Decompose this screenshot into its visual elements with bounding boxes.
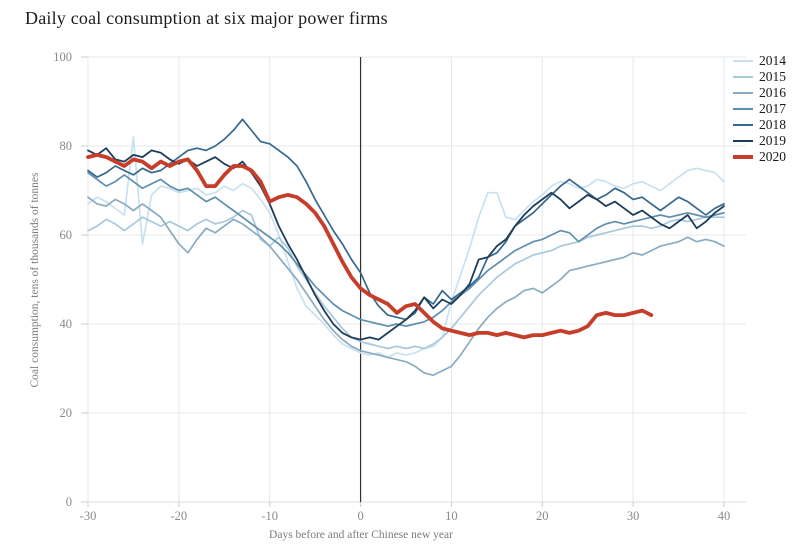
legend-swatch-2015 <box>733 76 753 78</box>
legend-item-2015: 2015 <box>733 69 786 85</box>
y-tick-label-100: 100 <box>53 50 72 64</box>
legend-label-2020: 2020 <box>759 149 786 164</box>
series-line-2018 <box>87 118 725 321</box>
legend-item-2017: 2017 <box>733 101 786 117</box>
series-line-2015 <box>87 209 725 350</box>
legend-label-2015: 2015 <box>759 69 786 84</box>
series-line-2016 <box>87 196 725 377</box>
legend: 2014 2015 2016 2017 2018 2019 2020 <box>733 53 786 165</box>
y-axis-title: Coal consumption, tens of thousands of t… <box>29 172 41 387</box>
y-tick-label-60: 60 <box>60 228 73 242</box>
tick-label-layer: -30 -20 -10 0 10 20 30 40 0 20 40 60 80 100 <box>53 50 730 523</box>
series-line-2020 <box>86 152 654 340</box>
legend-swatch-2014 <box>733 60 753 62</box>
legend-item-2016: 2016 <box>733 85 786 101</box>
y-tick-label-40: 40 <box>60 317 73 331</box>
grid-layer <box>87 56 746 503</box>
series-line-2019 <box>87 147 725 341</box>
legend-label-2016: 2016 <box>759 85 786 100</box>
x-tick-label-20: 20 <box>536 509 549 523</box>
series-layer <box>86 118 725 377</box>
legend-item-2018: 2018 <box>733 117 786 133</box>
chart-title: Daily coal consumption at six major powe… <box>25 8 388 28</box>
legend-label-2019: 2019 <box>759 133 786 148</box>
legend-item-2014: 2014 <box>733 53 786 69</box>
legend-swatch-2019 <box>733 140 753 142</box>
x-tick-label--20: -20 <box>171 509 188 523</box>
x-tick-label-30: 30 <box>627 509 640 523</box>
legend-swatch-2020 <box>733 155 753 159</box>
legend-label-2017: 2017 <box>759 101 786 116</box>
x-tick-label-0: 0 <box>357 509 363 523</box>
legend-label-2014: 2014 <box>759 53 786 68</box>
series-line-2017 <box>87 171 725 328</box>
legend-swatch-2016 <box>733 92 753 94</box>
y-tick-label-80: 80 <box>60 139 73 153</box>
x-axis-title: Days before and after Chinese new year <box>269 529 453 541</box>
legend-label-2018: 2018 <box>759 117 786 132</box>
x-tick-label--10: -10 <box>261 509 278 523</box>
legend-swatch-2018 <box>733 124 753 126</box>
x-tick-label-10: 10 <box>445 509 458 523</box>
x-tick-label--30: -30 <box>80 509 97 523</box>
x-tick-label-40: 40 <box>718 509 731 523</box>
series-line-2014 <box>87 136 725 359</box>
axis-layer <box>81 56 746 507</box>
legend-swatch-2017 <box>733 108 753 110</box>
y-tick-label-20: 20 <box>60 406 73 420</box>
y-tick-label-0: 0 <box>66 495 72 509</box>
legend-item-2020: 2020 <box>733 149 786 165</box>
legend-item-2019: 2019 <box>733 133 786 149</box>
